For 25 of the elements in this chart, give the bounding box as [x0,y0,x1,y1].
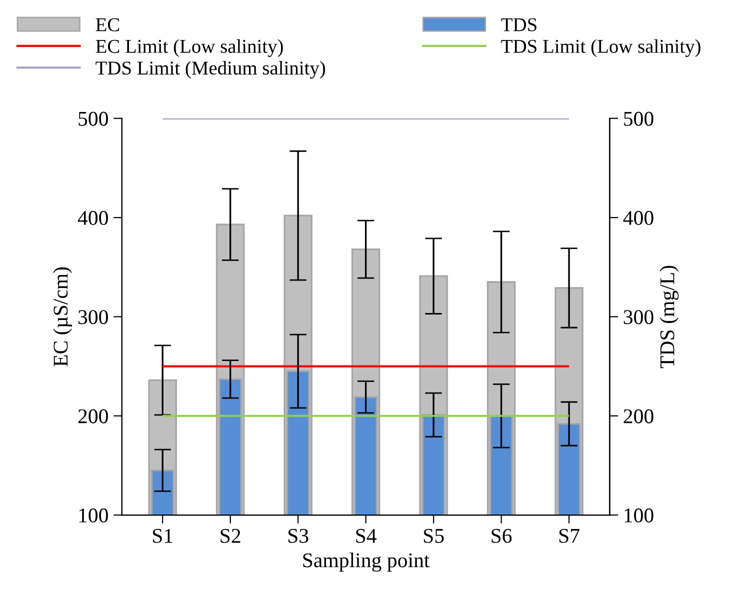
y-tick-label: 100 [79,508,108,522]
x-tick-label: S6 [492,528,512,543]
y-tick-label: 300 [78,310,108,324]
legend-label: TDS Limit (Low salinity) [501,39,700,57]
y2-tick-label: 500 [624,112,654,126]
y2-tick-label: 300 [624,310,654,324]
y-tick-label: 200 [78,409,108,424]
x-tick-label: S4 [356,528,376,543]
y2-tick-label: 200 [624,409,654,424]
x-tick-label: S5 [424,528,444,543]
y-axis-title: EC (µS/cm) [53,267,72,366]
legend-label: TDS [501,18,536,32]
y-tick-label: 400 [78,210,108,225]
y-tick-label: 500 [78,112,108,126]
x-tick-label: S2 [220,528,240,543]
legend-label: EC [96,18,120,32]
y2-tick-label: 400 [623,210,654,225]
x-tick-label: S7 [559,528,580,543]
x-tick-label: S3 [288,528,308,543]
x-axis-title: Sampling point [303,552,430,572]
legend-label: EC Limit (Low salinity) [96,39,283,57]
y2-axis-title: TDS (mg/L) [660,266,679,368]
y2-tick-label: 100 [624,508,654,522]
x-tick-label: S1 [152,528,172,543]
legend-label: TDS Limit (Medium salinity) [96,60,326,79]
